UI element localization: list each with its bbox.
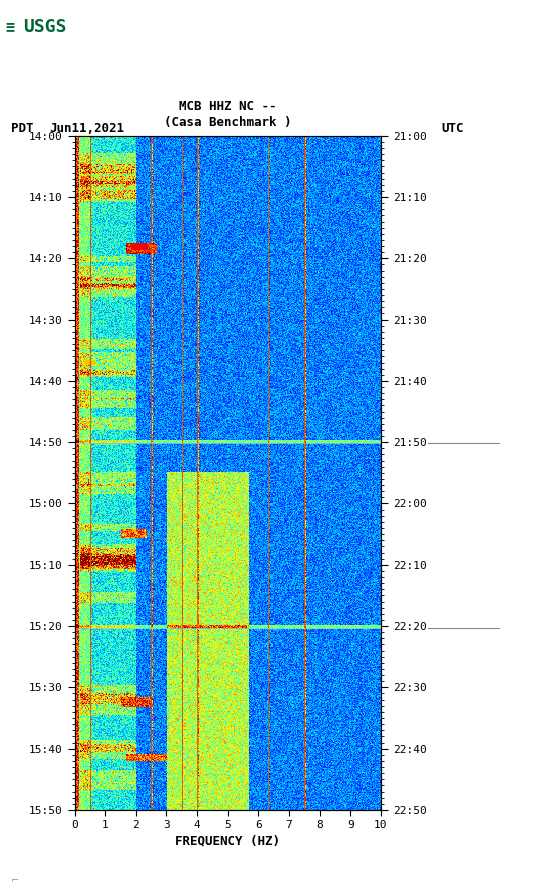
X-axis label: FREQUENCY (HZ): FREQUENCY (HZ) [175, 835, 280, 847]
Text: MCB HHZ NC --: MCB HHZ NC -- [179, 100, 277, 113]
Text: (Casa Benchmark ): (Casa Benchmark ) [164, 115, 291, 129]
Text: USGS: USGS [23, 18, 67, 36]
Text: UTC: UTC [442, 121, 464, 135]
Text: ≡: ≡ [6, 20, 15, 34]
Text: ⌐: ⌐ [11, 874, 19, 884]
Text: Jun11,2021: Jun11,2021 [50, 121, 125, 135]
Text: PDT: PDT [11, 121, 34, 135]
